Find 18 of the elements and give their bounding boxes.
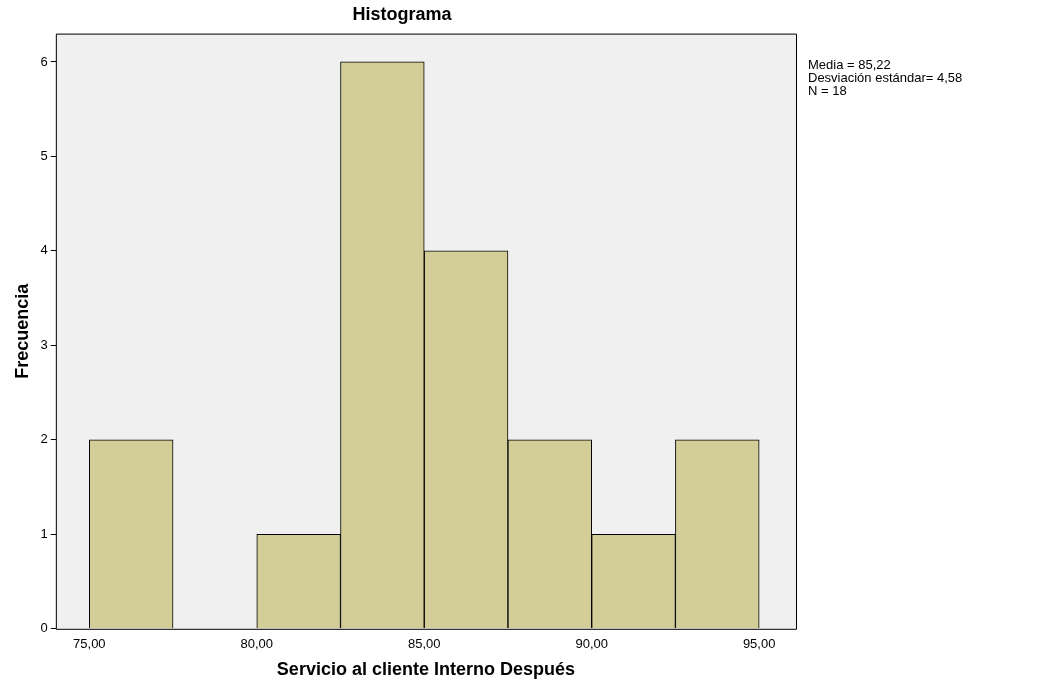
chart-title: Histograma xyxy=(352,3,453,24)
text: Media = 85,22 xyxy=(808,57,892,72)
text: Desviación estándar= 4,58 xyxy=(808,70,963,85)
y-tick-label: 3 xyxy=(40,336,48,352)
x-tick-label: 75,00 xyxy=(73,636,106,652)
y-axis-title: Frecuencia xyxy=(11,282,32,379)
y-tick-label: 2 xyxy=(40,431,48,447)
x-tick-label: 85,00 xyxy=(407,636,441,652)
x-tick-label: 80,00 xyxy=(240,636,274,652)
y-tick-label: 0 xyxy=(40,620,48,636)
y-tick-label: 5 xyxy=(40,148,48,163)
x-tick-label: 95,00 xyxy=(742,636,776,652)
x-tick-label: 90,00 xyxy=(575,636,608,652)
text: N = 18 xyxy=(808,83,848,98)
y-tick-label: 6 xyxy=(40,53,48,69)
x-axis-title: Servicio al cliente Interno Después xyxy=(276,659,575,680)
y-tick-label: 1 xyxy=(40,525,48,541)
y-tick-label: 4 xyxy=(40,242,48,258)
